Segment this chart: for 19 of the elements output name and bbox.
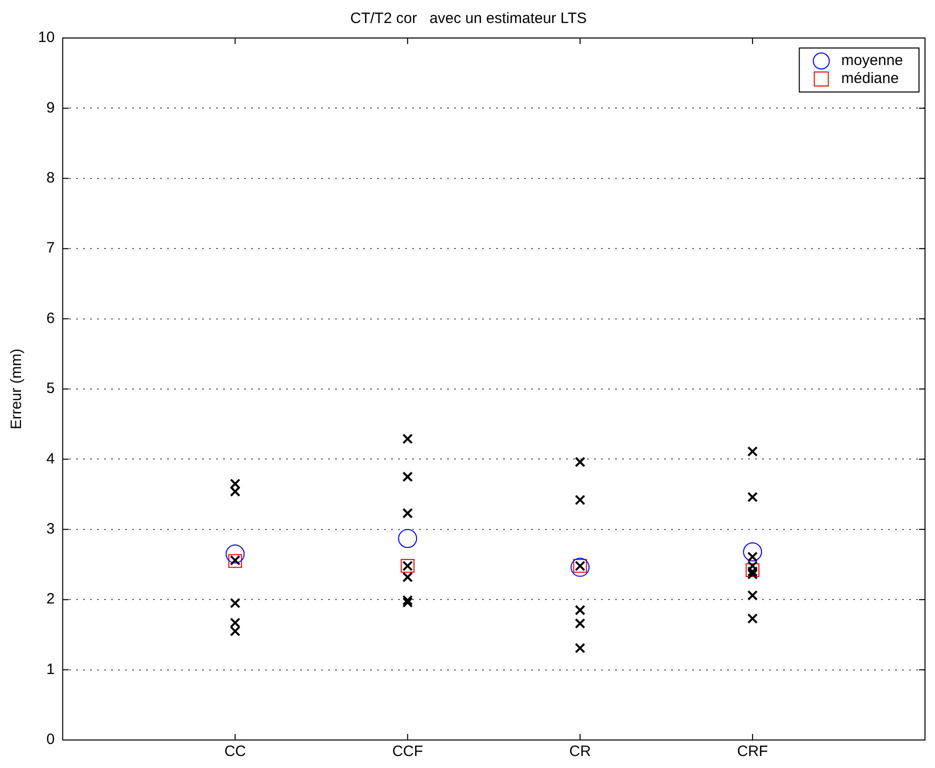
y-tick-label: 7 [46, 240, 55, 257]
y-axis-title: Erreur (mm) [8, 348, 26, 430]
y-tick-label: 5 [46, 380, 55, 398]
y-tick-label: 8 [46, 170, 55, 187]
x-tick-label: CRF [737, 743, 768, 760]
y-tick-label: 2 [46, 590, 55, 608]
x-tick-label: CC [224, 743, 246, 760]
legend-label: moyenne [841, 52, 904, 70]
y-tick-label: 9 [46, 99, 55, 116]
y-tick-label: 10 [38, 29, 55, 46]
y-tick-label: 4 [46, 450, 55, 468]
x-tick-label: CR [569, 743, 592, 760]
y-tick-label: 1 [46, 660, 55, 678]
chart-title: CT/T2 cor avec un estimateur LTS [350, 10, 587, 28]
legend-label: médiane [841, 70, 899, 88]
x-tick-label: CCF [392, 743, 424, 760]
y-tick-label: 6 [46, 310, 55, 327]
y-tick-label: 3 [46, 520, 55, 538]
y-tick-label: 0 [46, 731, 55, 748]
